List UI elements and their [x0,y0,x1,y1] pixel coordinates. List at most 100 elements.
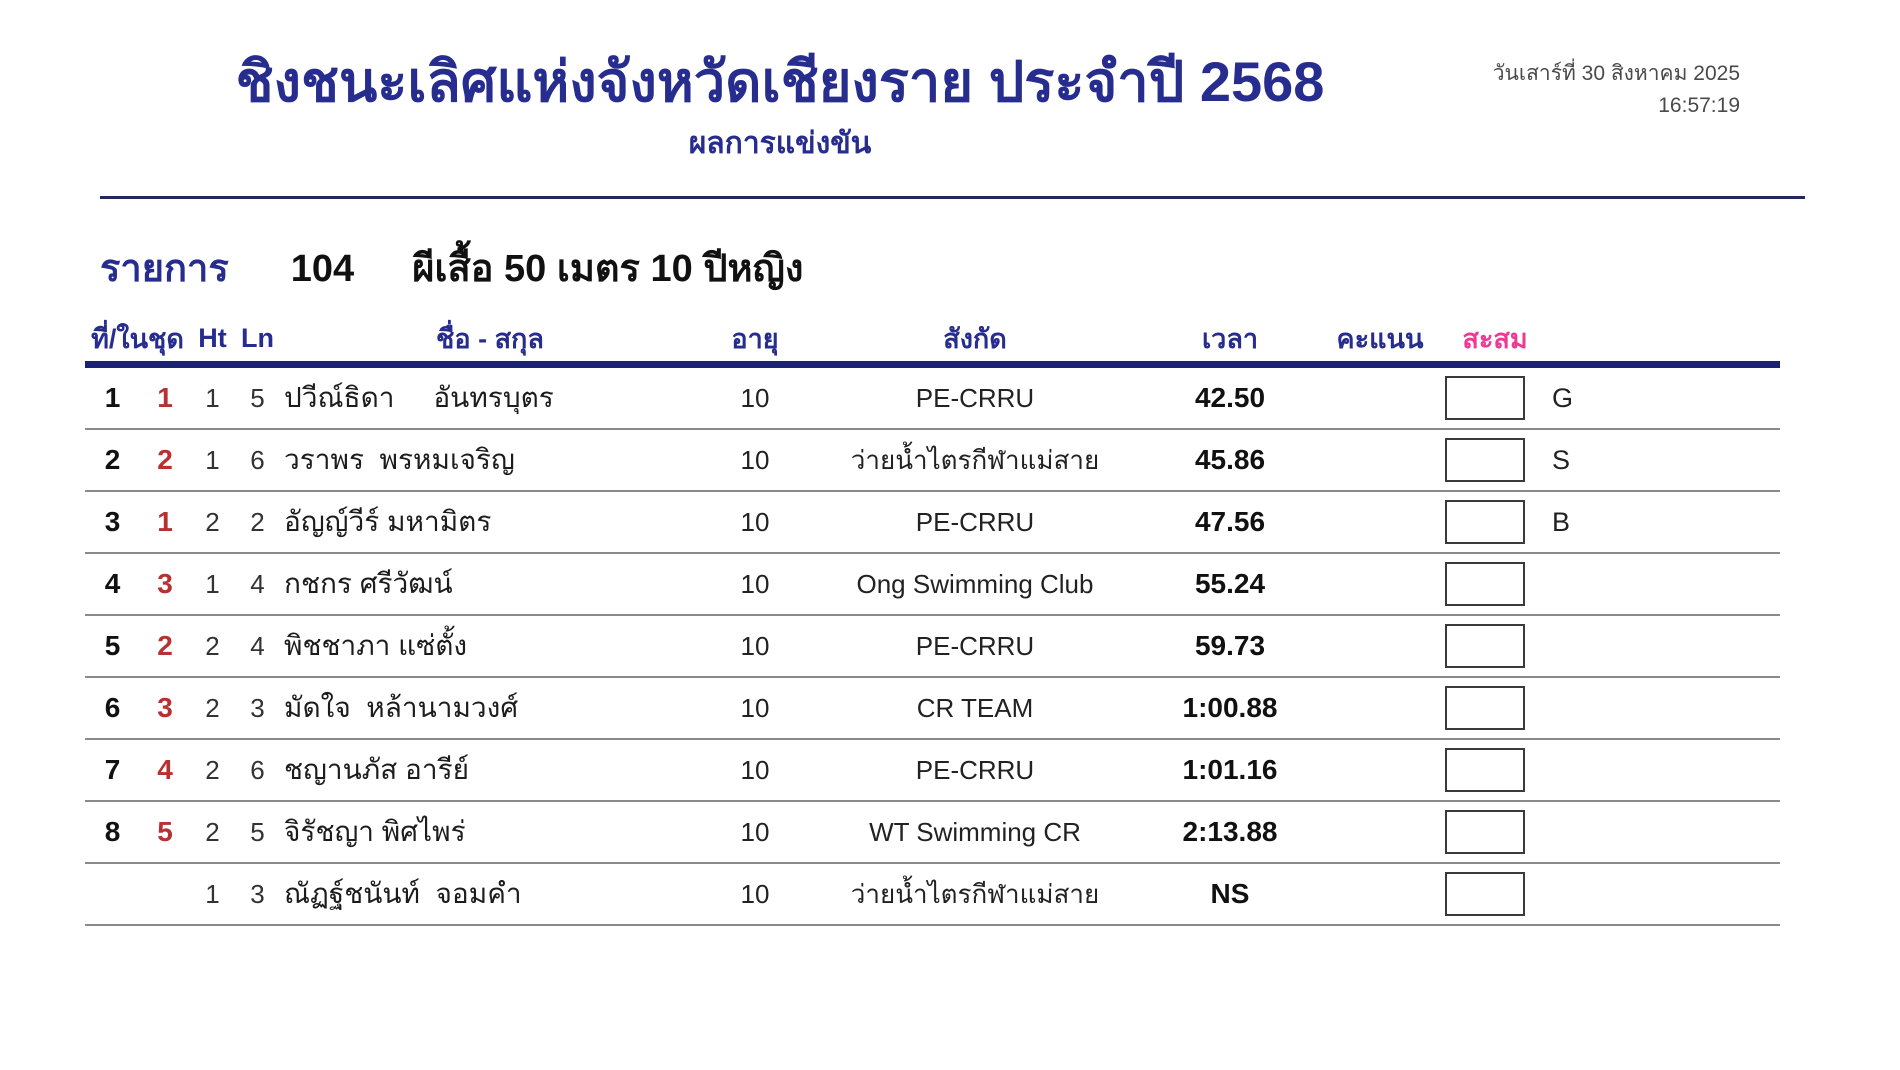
time-cell: 42.50 [1194,382,1266,413]
heat-cell: 2 [205,754,220,785]
heat-cell: 1 [205,382,220,413]
header-lane: Ln [241,322,274,353]
time-cell: NS [1210,878,1250,909]
table-row: 2 2 1 6 วราพร พรหมเจริญ 10 ว่ายน้ำไตรกีฬ… [85,430,1780,492]
table-row: 3 1 2 2 อัญญ์วีร์ มหามิตร 10 PE-CRRU 47.… [85,492,1780,554]
lane-cell: 6 [250,754,265,785]
lane-cell: 6 [250,444,265,475]
rank-in-heat-cell: 2 [157,444,173,475]
accumulate-checkbox [1445,624,1525,668]
lane-cell: 3 [250,878,265,909]
swimmer-name-cell: กชกร ศรีวัฒน์ [284,568,453,599]
table-row: 4 3 1 4 กชกร ศรีวัฒน์ 10 Ong Swimming Cl… [85,554,1780,616]
club-cell: PE-CRRU [915,506,1035,537]
time-cell: 59.73 [1194,630,1266,661]
age-cell: 10 [740,692,770,723]
time-cell: 47.56 [1194,506,1266,537]
age-cell: 10 [740,816,770,847]
accumulate-checkbox [1445,376,1525,420]
report-date: วันเสาร์ที่ 30 สิงหาคม 2025 [1492,62,1740,85]
place-cell: 7 [104,754,121,785]
rank-in-heat-cell: 3 [157,692,173,723]
table-row: 1 3 ณัฏฐ์ชนันท์ จอมคำ 10 ว่ายน้ำไตรกีฬาแ… [85,864,1780,926]
club-cell: ว่ายน้ำไตรกีฬาแม่สาย [850,878,1100,909]
medal-cell: B [1552,506,1571,537]
time-cell: 1:00.88 [1182,692,1278,723]
lane-cell: 5 [250,382,265,413]
datetime-block: วันเสาร์ที่ 30 สิงหาคม 2025 16:57:19 [1493,58,1740,121]
accumulate-checkbox [1445,872,1525,916]
age-cell: 10 [740,630,770,661]
heat-cell: 2 [205,630,220,661]
accumulate-checkbox [1445,748,1525,792]
header-accumulate: สะสม [1462,323,1528,354]
accumulate-box-cell [1440,368,1550,428]
time-cell: 45.86 [1194,444,1266,475]
event-label: รายการ [100,248,229,290]
time-cell: 55.24 [1194,568,1266,599]
lane-cell: 4 [250,630,265,661]
results-subtitle: ผลการแข่งขัน [688,127,872,161]
accumulate-box-cell [1440,616,1550,676]
club-cell: Ong Swimming Club [856,568,1094,599]
header-club: สังกัด [943,323,1007,354]
age-cell: 10 [740,506,770,537]
header-time: เวลา [1201,323,1259,354]
heat-cell: 1 [205,444,220,475]
club-cell: PE-CRRU [915,754,1035,785]
place-cell: 5 [104,630,121,661]
event-name: ผีเสื้อ 50 เมตร 10 ปีหญิง [412,248,804,290]
rank-in-heat-cell: 3 [157,568,173,599]
lane-cell: 4 [250,568,265,599]
heat-cell: 2 [205,506,220,537]
header-age: อายุ [731,323,779,354]
club-cell: ว่ายน้ำไตรกีฬาแม่สาย [850,444,1100,475]
age-cell: 10 [740,754,770,785]
lane-cell: 2 [250,506,265,537]
swimmer-name-cell: อัญญ์วีร์ มหามิตร [284,506,492,537]
report-time: 16:57:19 [1658,93,1740,117]
swimmer-name-cell: มัดใจ หล้านามวงศ์ [284,692,519,723]
competition-title: ชิงชนะเลิศแห่งจังหวัดเชียงราย ประจำปี 25… [235,50,1325,113]
table-header-row: ที่/ในชุด Ht Ln ชื่อ - สกุล อายุ สังกัด … [85,315,1780,368]
swimmer-name-cell: พิชชาภา แซ่ตั้ง [284,630,468,661]
table-row: 6 3 2 3 มัดใจ หล้านามวงศ์ 10 CR TEAM 1:0… [85,678,1780,740]
accumulate-box-cell [1440,492,1550,552]
rank-in-heat-cell: 1 [157,506,173,537]
age-cell: 10 [740,568,770,599]
age-cell: 10 [740,444,770,475]
accumulate-checkbox [1445,686,1525,730]
header-divider-line [100,196,1805,199]
accumulate-box-cell [1440,740,1550,800]
swimmer-name-cell: ชญานภัส อารีย์ [284,754,470,785]
header-place: ที่/ในชุด [91,323,184,354]
accumulate-box-cell [1440,554,1550,614]
club-cell: CR TEAM [916,692,1034,723]
table-row: 7 4 2 6 ชญานภัส อารีย์ 10 PE-CRRU 1:01.1… [85,740,1780,802]
accumulate-checkbox [1445,438,1525,482]
table-body: 1 1 1 5 ปวีณ์ธิดา อันทรบุตร 10 PE-CRRU 4… [85,368,1780,926]
age-cell: 10 [740,382,770,413]
medal-cell: G [1552,382,1574,413]
table-row: 5 2 2 4 พิชชาภา แซ่ตั้ง 10 PE-CRRU 59.73 [85,616,1780,678]
medal-cell: S [1552,444,1571,475]
time-cell: 2:13.88 [1182,816,1278,847]
heat-cell: 1 [205,878,220,909]
accumulate-box-cell [1440,678,1550,738]
header-heat: Ht [198,322,227,353]
table-row: 1 1 1 5 ปวีณ์ธิดา อันทรบุตร 10 PE-CRRU 4… [85,368,1780,430]
swimmer-name-cell: จิรัชญา พิศไพร่ [284,816,466,847]
place-cell: 6 [104,692,121,723]
place-cell: 4 [104,568,121,599]
accumulate-box-cell [1440,430,1550,490]
event-line: รายการ 104 ผีเสื้อ 50 เมตร 10 ปีหญิง [100,237,803,298]
place-cell: 3 [104,506,121,537]
club-cell: WT Swimming CR [869,816,1081,847]
place-cell: 2 [104,444,121,475]
rank-in-heat-cell: 2 [157,630,173,661]
lane-cell: 3 [250,692,265,723]
club-cell: PE-CRRU [915,382,1035,413]
accumulate-checkbox [1445,500,1525,544]
swimmer-name-cell: ปวีณ์ธิดา อันทรบุตร [284,382,554,413]
